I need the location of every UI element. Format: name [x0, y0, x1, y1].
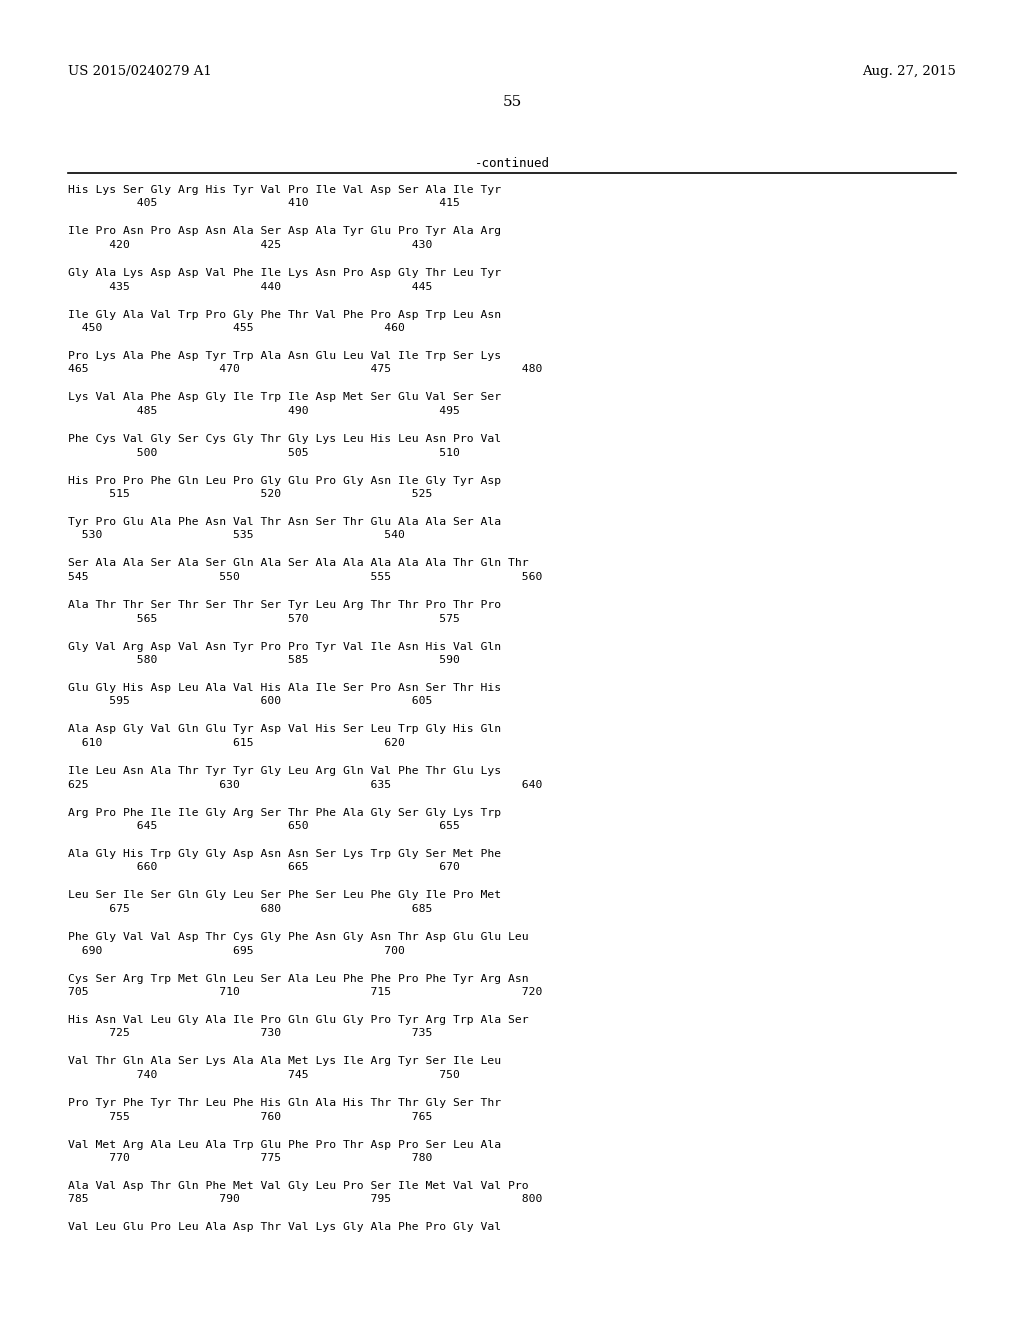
Text: 580                   585                   590: 580 585 590 [68, 655, 460, 665]
Text: 545                   550                   555                   560: 545 550 555 560 [68, 572, 543, 582]
Text: Ala Thr Thr Ser Thr Ser Thr Ser Tyr Leu Arg Thr Thr Pro Thr Pro: Ala Thr Thr Ser Thr Ser Thr Ser Tyr Leu … [68, 601, 501, 610]
Text: His Lys Ser Gly Arg His Tyr Val Pro Ile Val Asp Ser Ala Ile Tyr: His Lys Ser Gly Arg His Tyr Val Pro Ile … [68, 185, 501, 195]
Text: Leu Ser Ile Ser Gln Gly Leu Ser Phe Ser Leu Phe Gly Ile Pro Met: Leu Ser Ile Ser Gln Gly Leu Ser Phe Ser … [68, 891, 501, 900]
Text: Val Leu Glu Pro Leu Ala Asp Thr Val Lys Gly Ala Phe Pro Gly Val: Val Leu Glu Pro Leu Ala Asp Thr Val Lys … [68, 1222, 501, 1233]
Text: Phe Cys Val Gly Ser Cys Gly Thr Gly Lys Leu His Leu Asn Pro Val: Phe Cys Val Gly Ser Cys Gly Thr Gly Lys … [68, 434, 501, 444]
Text: -continued: -continued [474, 157, 550, 170]
Text: Val Thr Gln Ala Ser Lys Ala Ala Met Lys Ile Arg Tyr Ser Ile Leu: Val Thr Gln Ala Ser Lys Ala Ala Met Lys … [68, 1056, 501, 1067]
Text: His Pro Pro Phe Gln Leu Pro Gly Glu Pro Gly Asn Ile Gly Tyr Asp: His Pro Pro Phe Gln Leu Pro Gly Glu Pro … [68, 475, 501, 486]
Text: Glu Gly His Asp Leu Ala Val His Ala Ile Ser Pro Asn Ser Thr His: Glu Gly His Asp Leu Ala Val His Ala Ile … [68, 682, 501, 693]
Text: 675                   680                   685: 675 680 685 [68, 904, 432, 913]
Text: Ile Leu Asn Ala Thr Tyr Tyr Gly Leu Arg Gln Val Phe Thr Glu Lys: Ile Leu Asn Ala Thr Tyr Tyr Gly Leu Arg … [68, 766, 501, 776]
Text: Ala Asp Gly Val Gln Glu Tyr Asp Val His Ser Leu Trp Gly His Gln: Ala Asp Gly Val Gln Glu Tyr Asp Val His … [68, 725, 501, 734]
Text: Pro Lys Ala Phe Asp Tyr Trp Ala Asn Glu Leu Val Ile Trp Ser Lys: Pro Lys Ala Phe Asp Tyr Trp Ala Asn Glu … [68, 351, 501, 360]
Text: Ser Ala Ala Ser Ala Ser Gln Ala Ser Ala Ala Ala Ala Ala Thr Gln Thr: Ser Ala Ala Ser Ala Ser Gln Ala Ser Ala … [68, 558, 528, 569]
Text: Arg Pro Phe Ile Ile Gly Arg Ser Thr Phe Ala Gly Ser Gly Lys Trp: Arg Pro Phe Ile Ile Gly Arg Ser Thr Phe … [68, 808, 501, 817]
Text: His Asn Val Leu Gly Ala Ile Pro Gln Glu Gly Pro Tyr Arg Trp Ala Ser: His Asn Val Leu Gly Ala Ile Pro Gln Glu … [68, 1015, 528, 1026]
Text: 595                   600                   605: 595 600 605 [68, 697, 432, 706]
Text: 515                   520                   525: 515 520 525 [68, 488, 432, 499]
Text: 500                   505                   510: 500 505 510 [68, 447, 460, 458]
Text: Ile Gly Ala Val Trp Pro Gly Phe Thr Val Phe Pro Asp Trp Leu Asn: Ile Gly Ala Val Trp Pro Gly Phe Thr Val … [68, 309, 501, 319]
Text: 565                   570                   575: 565 570 575 [68, 614, 460, 623]
Text: Aug. 27, 2015: Aug. 27, 2015 [862, 65, 956, 78]
Text: 625                   630                   635                   640: 625 630 635 640 [68, 780, 543, 789]
Text: Tyr Pro Glu Ala Phe Asn Val Thr Asn Ser Thr Glu Ala Ala Ser Ala: Tyr Pro Glu Ala Phe Asn Val Thr Asn Ser … [68, 517, 501, 527]
Text: 405                   410                   415: 405 410 415 [68, 198, 460, 209]
Text: 645                   650                   655: 645 650 655 [68, 821, 460, 832]
Text: Lys Val Ala Phe Asp Gly Ile Trp Ile Asp Met Ser Glu Val Ser Ser: Lys Val Ala Phe Asp Gly Ile Trp Ile Asp … [68, 392, 501, 403]
Text: 55: 55 [503, 95, 521, 110]
Text: 450                   455                   460: 450 455 460 [68, 323, 404, 333]
Text: Ile Pro Asn Pro Asp Asn Ala Ser Asp Ala Tyr Glu Pro Tyr Ala Arg: Ile Pro Asn Pro Asp Asn Ala Ser Asp Ala … [68, 227, 501, 236]
Text: 485                   490                   495: 485 490 495 [68, 407, 460, 416]
Text: 435                   440                   445: 435 440 445 [68, 281, 432, 292]
Text: Gly Val Arg Asp Val Asn Tyr Pro Pro Tyr Val Ile Asn His Val Gln: Gly Val Arg Asp Val Asn Tyr Pro Pro Tyr … [68, 642, 501, 652]
Text: 705                   710                   715                   720: 705 710 715 720 [68, 987, 543, 997]
Text: Phe Gly Val Val Asp Thr Cys Gly Phe Asn Gly Asn Thr Asp Glu Glu Leu: Phe Gly Val Val Asp Thr Cys Gly Phe Asn … [68, 932, 528, 942]
Text: 690                   695                   700: 690 695 700 [68, 945, 404, 956]
Text: 770                   775                   780: 770 775 780 [68, 1152, 432, 1163]
Text: Ala Gly His Trp Gly Gly Asp Asn Asn Ser Lys Trp Gly Ser Met Phe: Ala Gly His Trp Gly Gly Asp Asn Asn Ser … [68, 849, 501, 859]
Text: Ala Val Asp Thr Gln Phe Met Val Gly Leu Pro Ser Ile Met Val Val Pro: Ala Val Asp Thr Gln Phe Met Val Gly Leu … [68, 1181, 528, 1191]
Text: 725                   730                   735: 725 730 735 [68, 1028, 432, 1039]
Text: 740                   745                   750: 740 745 750 [68, 1071, 460, 1080]
Text: 660                   665                   670: 660 665 670 [68, 862, 460, 873]
Text: Val Met Arg Ala Leu Ala Trp Glu Phe Pro Thr Asp Pro Ser Leu Ala: Val Met Arg Ala Leu Ala Trp Glu Phe Pro … [68, 1139, 501, 1150]
Text: 785                   790                   795                   800: 785 790 795 800 [68, 1195, 543, 1204]
Text: Pro Tyr Phe Tyr Thr Leu Phe His Gln Ala His Thr Thr Gly Ser Thr: Pro Tyr Phe Tyr Thr Leu Phe His Gln Ala … [68, 1098, 501, 1107]
Text: 755                   760                   765: 755 760 765 [68, 1111, 432, 1122]
Text: US 2015/0240279 A1: US 2015/0240279 A1 [68, 65, 212, 78]
Text: 420                   425                   430: 420 425 430 [68, 240, 432, 249]
Text: Gly Ala Lys Asp Asp Val Phe Ile Lys Asn Pro Asp Gly Thr Leu Tyr: Gly Ala Lys Asp Asp Val Phe Ile Lys Asn … [68, 268, 501, 279]
Text: 610                   615                   620: 610 615 620 [68, 738, 404, 748]
Text: 465                   470                   475                   480: 465 470 475 480 [68, 364, 543, 375]
Text: 530                   535                   540: 530 535 540 [68, 531, 404, 540]
Text: Cys Ser Arg Trp Met Gln Leu Ser Ala Leu Phe Phe Pro Phe Tyr Arg Asn: Cys Ser Arg Trp Met Gln Leu Ser Ala Leu … [68, 974, 528, 983]
